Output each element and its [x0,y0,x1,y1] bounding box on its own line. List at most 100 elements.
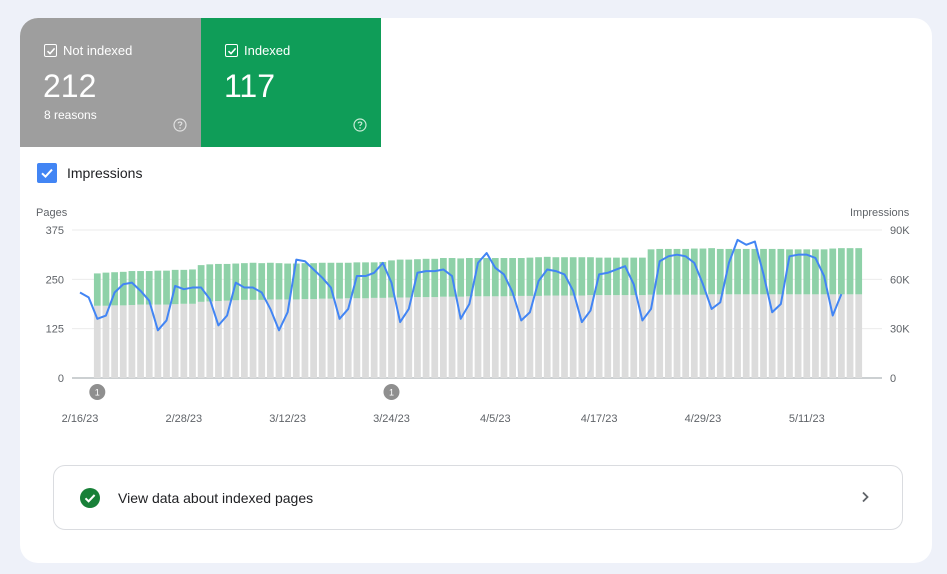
help-circle-icon[interactable] [173,118,187,132]
bar-indexed [275,263,283,300]
left-axis-title: Pages [36,207,68,219]
annotation-marker [383,384,400,400]
bar-indexed [431,258,439,298]
bar-indexed [630,257,638,296]
bar-indexed [855,248,863,295]
not-indexed-tile[interactable]: Not indexed 212 8 reasons [20,18,201,147]
bar-not-indexed [258,299,266,378]
bar-indexed [388,260,395,298]
bar-not-indexed [587,295,594,378]
bar-indexed [587,257,594,296]
view-indexed-pages-link[interactable]: View data about indexed pages [53,465,903,530]
bar-indexed [327,262,335,299]
bar-not-indexed [344,298,352,378]
checkbox-checked-icon[interactable] [225,44,238,57]
bar-indexed [639,257,646,296]
not-indexed-reasons: 8 reasons [44,108,97,122]
bar-indexed [318,262,326,299]
help-circle-icon[interactable] [353,118,367,132]
bar-not-indexed [284,299,292,378]
x-tick-label: 5/11/23 [789,413,825,425]
bar-not-indexed [111,305,118,378]
bar-indexed [137,271,144,305]
annotation-marker [89,384,106,400]
bar-indexed [422,258,430,298]
bar-indexed [336,262,343,299]
bar-not-indexed [725,294,733,378]
bar-not-indexed [673,294,681,378]
bar-not-indexed [855,294,863,378]
bar-indexed [223,263,231,301]
left-tick-label: 0 [58,373,64,385]
bar-not-indexed [491,296,499,378]
bar-not-indexed [535,295,542,378]
bar-indexed [241,263,248,300]
bar-indexed [414,259,421,298]
bar-indexed [491,258,499,297]
bar-not-indexed [820,294,828,378]
bar-not-indexed [483,296,491,378]
bar-indexed [344,262,352,299]
checkbox-checked-icon[interactable] [44,44,57,57]
bar-not-indexed [552,295,560,378]
bar-not-indexed [716,294,724,378]
bar-not-indexed [353,298,361,378]
bar-indexed [396,259,404,298]
bar-not-indexed [396,297,404,378]
bar-not-indexed [189,303,196,378]
bar-not-indexed [431,297,439,378]
bar-not-indexed [93,305,101,378]
bar-indexed [517,258,525,296]
right-tick-label: 90K [890,225,910,237]
bar-indexed [370,262,378,298]
bar-not-indexed [448,296,456,378]
bar-not-indexed [561,295,568,378]
annotation-label: 1 [95,388,100,398]
bar-indexed [457,258,465,297]
not-indexed-title: Not indexed [63,43,133,58]
bar-indexed [465,258,473,297]
bar-indexed [215,263,222,302]
bar-indexed [93,273,101,306]
bar-indexed [777,248,785,295]
bar-indexed [483,258,491,297]
bar-indexed [180,269,188,304]
bar-indexed [440,258,447,297]
bar-not-indexed [180,303,188,378]
left-tick-label: 375 [46,225,64,237]
bar-indexed [474,258,482,297]
bar-indexed [119,271,127,306]
bar-not-indexed [543,295,551,378]
bar-indexed [673,248,681,295]
bar-not-indexed [604,295,612,378]
not-indexed-count: 212 [43,68,97,104]
bar-indexed [500,258,508,297]
bar-not-indexed [812,294,819,378]
x-tick-label: 2/16/23 [62,413,99,425]
bar-not-indexed [656,294,664,378]
bar-not-indexed [275,299,283,378]
bar-indexed [405,259,413,298]
bar-indexed [716,248,724,295]
bar-not-indexed [517,295,525,378]
indexed-tile[interactable]: Indexed 117 [201,18,381,147]
bar-not-indexed [474,296,482,378]
right-tick-label: 30K [890,324,910,336]
bar-not-indexed [647,294,655,378]
bar-indexed [111,272,118,306]
bar-indexed [301,263,309,300]
bar-not-indexed [241,299,248,378]
left-tick-label: 250 [46,274,64,286]
impressions-toggle[interactable]: Impressions [37,163,142,183]
bar-indexed [249,262,257,300]
annotation-label: 1 [389,388,394,398]
bar-not-indexed [777,294,785,378]
bar-not-indexed [569,295,577,378]
bar-not-indexed [500,296,508,378]
indexing-report-card: Not indexed 212 8 reasons Indexed 117 Im… [20,18,932,563]
checkbox-checked-icon[interactable] [37,163,57,183]
bar-not-indexed [742,294,750,378]
bar-not-indexed [405,297,413,378]
bar-not-indexed [163,304,170,378]
bar-not-indexed [171,304,179,378]
